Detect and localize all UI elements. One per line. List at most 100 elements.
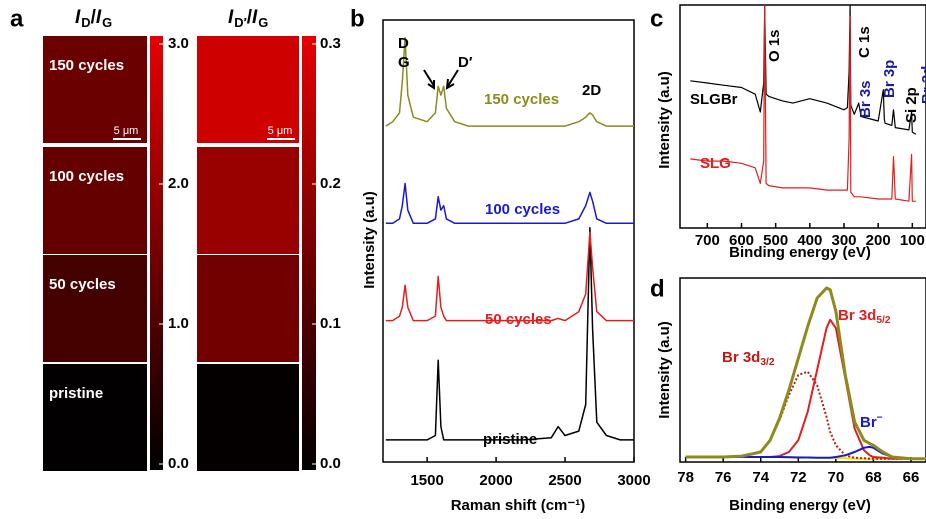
- series-line: [685, 445, 926, 460]
- annotation: Br 3s: [857, 80, 874, 118]
- colorbar-label: 2.0: [168, 175, 189, 192]
- colorbar-label: 0.0: [168, 455, 189, 472]
- x-tick-label: 2500: [548, 472, 581, 489]
- x-tick-label: 300: [831, 232, 856, 249]
- series-line: [385, 36, 634, 127]
- row-label: pristine: [49, 385, 103, 402]
- plot-frame: [679, 4, 926, 229]
- y-axis-label: Intensity (a.u): [656, 321, 673, 419]
- x-tick-label: 200: [866, 232, 891, 249]
- row-label: 100 cycles: [49, 168, 124, 185]
- series-label: 150 cycles: [484, 91, 559, 108]
- map: [43, 364, 147, 471]
- map: [43, 36, 147, 143]
- series-line: [385, 182, 634, 225]
- plot-area: [685, 286, 926, 461]
- plot-area: [385, 36, 634, 441]
- map-title: I: [96, 7, 102, 28]
- y-axis-label: Intensity (a.u): [656, 71, 673, 169]
- series-label: Br 3d: [838, 307, 876, 324]
- x-tick-label: 72: [790, 469, 807, 486]
- colorbar-label: 0.1: [320, 315, 341, 332]
- series-line: [385, 226, 634, 441]
- series-label: 100 cycles: [485, 201, 560, 218]
- colorbar-label: 3.0: [168, 35, 189, 52]
- series-line: [385, 231, 634, 322]
- x-tick-label: 3000: [617, 472, 650, 489]
- annotation: Si 2p: [903, 87, 920, 123]
- map: [43, 255, 147, 362]
- x-axis-label: Binding energy (eV): [729, 244, 871, 261]
- annotation: O 1s: [766, 29, 783, 62]
- annotation: C 1s: [856, 26, 873, 58]
- series-line: [685, 318, 926, 460]
- annotation: Br 3p: [881, 60, 898, 98]
- annotation: Br 3d: [919, 66, 926, 104]
- panel-letter: b: [350, 5, 365, 32]
- x-tick-label: 78: [677, 469, 694, 486]
- x-tick-label: 66: [903, 469, 920, 486]
- scale-bar-label: 5 μm: [268, 125, 293, 137]
- x-tick-label: 400: [797, 232, 822, 249]
- series-label: SLG: [700, 155, 731, 172]
- map-title: G: [258, 15, 268, 30]
- series-label: Br 3d: [722, 349, 760, 366]
- series-line: [685, 286, 926, 461]
- plot-frame: [679, 277, 926, 463]
- colorbar-label: 1.0: [168, 315, 189, 332]
- map: [197, 147, 299, 254]
- row-label: 150 cycles: [49, 57, 124, 74]
- plot-frame: [382, 19, 635, 463]
- map-title: D′: [234, 15, 246, 30]
- x-axis-label: Raman shift (cm⁻¹): [451, 497, 586, 514]
- series-label: pristine: [483, 431, 537, 448]
- series-line: [685, 370, 926, 460]
- x-tick-label: 700: [695, 232, 720, 249]
- colorbar-label: 0.3: [320, 35, 341, 52]
- series-label: 3/2: [760, 357, 774, 368]
- annotation: D: [398, 35, 409, 52]
- series-label: SLGBr: [690, 91, 738, 108]
- colorbar: [150, 36, 163, 470]
- map: [43, 147, 147, 254]
- map-title: /: [91, 7, 97, 28]
- arrows: [423, 69, 459, 90]
- map: [197, 255, 299, 362]
- panel-letter: a: [10, 5, 24, 32]
- series-label: −: [877, 412, 883, 423]
- colorbar-label: 0.0: [320, 455, 341, 472]
- map: [197, 364, 299, 471]
- map: [197, 36, 299, 143]
- row-label: 50 cycles: [49, 276, 116, 293]
- x-tick-label: 1500: [410, 472, 443, 489]
- scale-bar-label: 5 μm: [114, 125, 139, 137]
- series-label: 5/2: [876, 315, 890, 326]
- x-tick-label: 2000: [479, 472, 512, 489]
- x-tick-label: 500: [763, 232, 788, 249]
- series-label: Br: [860, 414, 877, 431]
- map-title: /: [247, 7, 253, 28]
- map-title: D: [81, 15, 90, 30]
- map-title: G: [102, 15, 112, 30]
- x-tick-label: 600: [729, 232, 754, 249]
- x-tick-label: 76: [715, 469, 732, 486]
- plot-area: [690, 5, 917, 202]
- map-title: I: [75, 7, 81, 28]
- panel-letter: d: [650, 275, 665, 302]
- colorbar: [302, 36, 316, 470]
- panel-letter: c: [650, 5, 663, 32]
- annotation: 2D: [582, 82, 601, 99]
- annotation: D′: [458, 54, 473, 71]
- x-tick-label: 70: [828, 469, 845, 486]
- series-line: [690, 5, 916, 202]
- map-title: I: [228, 7, 234, 28]
- x-tick-label: 68: [865, 469, 882, 486]
- x-tick-label: 74: [752, 469, 769, 486]
- x-tick-label: 100: [900, 232, 925, 249]
- map-title: I: [252, 7, 258, 28]
- annotation: G: [398, 54, 410, 71]
- x-axis-label: Binding energy (eV): [729, 497, 871, 514]
- colorbar-label: 0.2: [320, 175, 341, 192]
